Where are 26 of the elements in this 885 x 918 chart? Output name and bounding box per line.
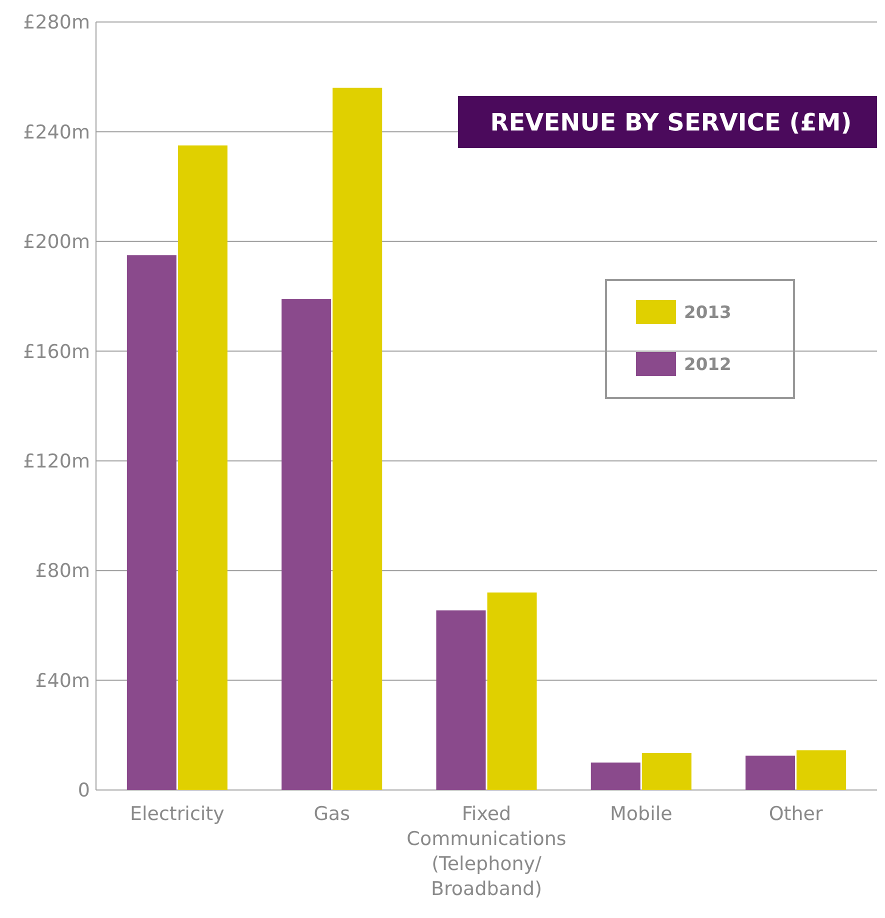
y-tick-label: 0	[78, 780, 90, 802]
x-tick-label: Fixed Communications (Telephony/ Broadband)	[406, 803, 566, 900]
legend-label: 2013	[684, 303, 732, 323]
bar	[282, 299, 332, 790]
legend-label: 2012	[684, 355, 732, 375]
bar	[590, 762, 640, 790]
x-tick-label: Gas	[314, 803, 350, 825]
x-tick-label: Electricity	[130, 803, 224, 825]
x-tick-label: Mobile	[610, 803, 672, 825]
bar	[126, 255, 176, 790]
y-tick-label: £240m	[23, 121, 90, 144]
y-tick-label: £80m	[35, 560, 90, 582]
bar	[746, 756, 796, 790]
y-tick-label: £160m	[23, 340, 90, 363]
bar	[796, 750, 846, 790]
bar	[642, 752, 692, 790]
y-tick-label: £280m	[23, 12, 90, 34]
bar	[332, 88, 382, 790]
bar	[436, 610, 486, 790]
bar	[487, 592, 537, 790]
bar	[178, 145, 228, 790]
y-tick-label: £40m	[35, 670, 90, 692]
text: REVENUE BY SERVICE (£M)	[490, 108, 852, 136]
y-tick-label: £200m	[23, 231, 90, 254]
y-tick-label: £120m	[23, 450, 90, 473]
x-tick-label: Other	[768, 803, 823, 825]
